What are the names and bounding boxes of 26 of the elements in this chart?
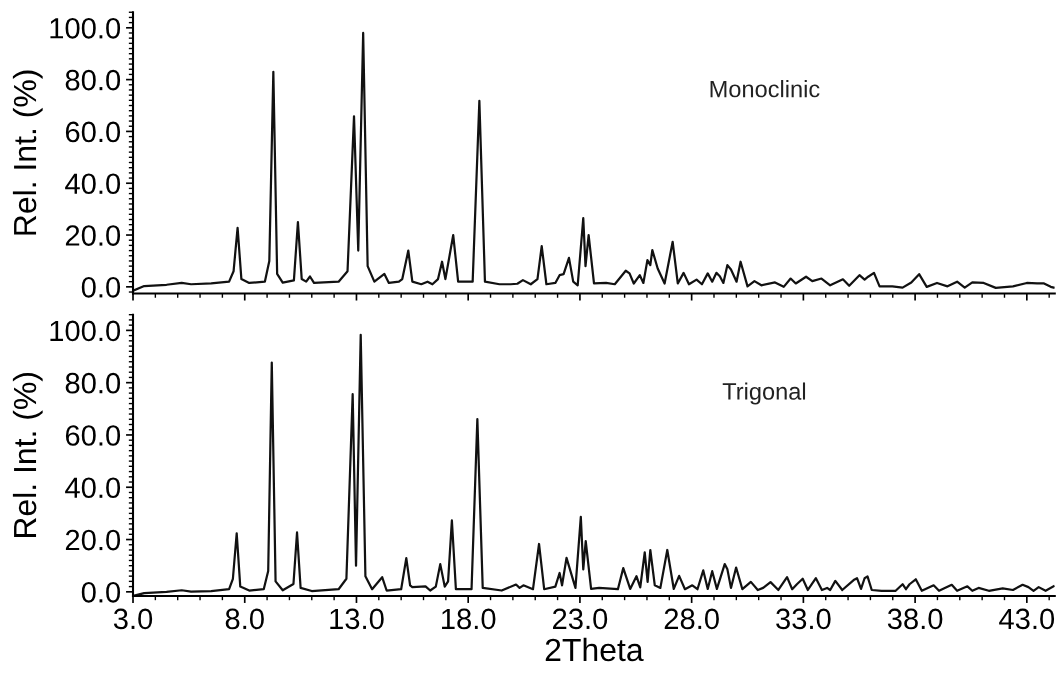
y-tick-label: 20.0 [65, 529, 121, 551]
x-tick-label: 3.0 [113, 608, 153, 630]
y-tick-label: 60.0 [65, 425, 121, 446]
x-tick-label: 8.0 [225, 608, 264, 630]
x-tick-label: 13.0 [330, 608, 384, 630]
text: Trigonal [722, 382, 806, 405]
x-tick-label: 33.0 [776, 608, 831, 630]
y-tick-label: 40.0 [65, 173, 121, 195]
y-tick-label: 100.0 [50, 18, 121, 39]
x-tick-label: 28.0 [664, 608, 719, 630]
text: Monoclinic [710, 80, 820, 98]
y-tick-label: 60.0 [65, 121, 121, 143]
y-tick-label: 0.0 [81, 582, 121, 603]
x-axis-title: 2Theta [545, 637, 644, 662]
x-tick-label: 18.0 [442, 608, 496, 630]
y-tick-label: 40.0 [65, 477, 121, 499]
y-tick-label: 80.0 [65, 372, 121, 394]
x-tick-label: 23.0 [553, 608, 608, 630]
y-tick-label: 100.0 [50, 320, 121, 342]
x-tick-label: 43.0 [999, 608, 1055, 630]
y-tick-label: 0.0 [81, 277, 121, 298]
x-tick-label: 38.0 [887, 608, 943, 630]
y-axis-title: Rel. Int. (%) [12, 70, 43, 235]
y-axis-title: Rel. Int. (%) [12, 373, 43, 538]
y-tick-label: 20.0 [65, 225, 121, 246]
y-tick-label: 80.0 [65, 69, 121, 91]
